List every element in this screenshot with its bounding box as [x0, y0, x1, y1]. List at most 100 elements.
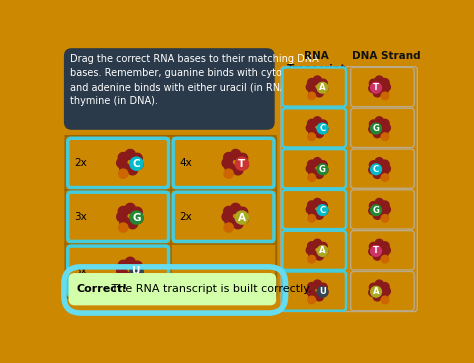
Circle shape [309, 250, 317, 259]
Circle shape [380, 250, 388, 259]
Circle shape [306, 246, 315, 254]
Circle shape [380, 169, 388, 177]
Circle shape [369, 288, 377, 297]
Text: G: G [319, 165, 326, 174]
Circle shape [382, 124, 391, 132]
Text: 2x: 2x [74, 158, 87, 168]
Circle shape [118, 223, 128, 232]
Circle shape [319, 207, 328, 215]
Circle shape [369, 161, 378, 169]
Circle shape [369, 201, 378, 210]
Circle shape [224, 169, 233, 178]
Circle shape [308, 282, 316, 291]
Text: Correct!: Correct! [76, 284, 128, 294]
Circle shape [309, 291, 317, 299]
Circle shape [309, 128, 317, 136]
Text: U: U [319, 287, 326, 296]
Circle shape [315, 211, 323, 219]
Circle shape [382, 246, 391, 254]
Circle shape [373, 293, 382, 301]
Circle shape [308, 255, 316, 263]
Circle shape [369, 242, 378, 250]
Circle shape [369, 283, 378, 291]
Circle shape [373, 130, 382, 138]
FancyBboxPatch shape [283, 149, 346, 188]
Circle shape [117, 212, 127, 222]
FancyBboxPatch shape [64, 48, 275, 130]
FancyBboxPatch shape [173, 192, 274, 241]
Circle shape [235, 211, 248, 224]
Circle shape [381, 242, 389, 250]
Circle shape [308, 119, 316, 127]
Circle shape [381, 201, 389, 209]
Circle shape [371, 245, 382, 256]
Text: T: T [238, 159, 246, 169]
Text: G: G [373, 205, 380, 215]
Circle shape [319, 283, 327, 291]
FancyBboxPatch shape [283, 108, 346, 147]
Circle shape [118, 207, 128, 216]
Text: 2x: 2x [179, 212, 192, 222]
Circle shape [317, 205, 328, 216]
Circle shape [371, 286, 382, 297]
Circle shape [132, 207, 142, 217]
Circle shape [371, 205, 382, 216]
FancyBboxPatch shape [351, 68, 414, 107]
Circle shape [373, 252, 382, 260]
Circle shape [117, 158, 127, 168]
Circle shape [128, 273, 137, 283]
Circle shape [375, 158, 383, 166]
Circle shape [319, 79, 327, 87]
Circle shape [319, 201, 327, 210]
Circle shape [381, 133, 389, 140]
Text: T: T [373, 83, 379, 92]
Circle shape [373, 170, 382, 179]
Circle shape [313, 158, 321, 166]
Circle shape [381, 215, 389, 222]
Circle shape [315, 252, 323, 260]
FancyBboxPatch shape [283, 190, 346, 229]
Circle shape [125, 203, 135, 213]
Circle shape [319, 288, 328, 297]
Circle shape [231, 150, 241, 159]
Circle shape [380, 128, 388, 136]
Circle shape [309, 87, 317, 95]
Circle shape [238, 213, 248, 223]
Circle shape [118, 152, 128, 163]
Circle shape [381, 255, 389, 263]
Circle shape [133, 159, 143, 170]
Circle shape [371, 164, 382, 175]
Circle shape [308, 296, 316, 304]
FancyBboxPatch shape [173, 138, 274, 188]
Text: C: C [133, 159, 140, 169]
Circle shape [130, 211, 143, 224]
Text: G: G [132, 213, 141, 223]
Circle shape [120, 163, 130, 173]
Text: C: C [319, 205, 326, 215]
Circle shape [381, 296, 389, 304]
Circle shape [120, 271, 130, 281]
Circle shape [222, 212, 232, 222]
Circle shape [375, 199, 383, 207]
Circle shape [381, 160, 389, 168]
Circle shape [118, 277, 128, 286]
FancyBboxPatch shape [351, 231, 414, 270]
Circle shape [317, 82, 328, 93]
Circle shape [132, 153, 142, 163]
Text: Drag the correct RNA bases to their matching DNA
bases. Remember, guanine binds : Drag the correct RNA bases to their matc… [70, 54, 319, 106]
Circle shape [381, 119, 389, 127]
Circle shape [308, 215, 316, 222]
Circle shape [375, 76, 383, 84]
Text: A: A [319, 83, 326, 92]
Circle shape [381, 78, 389, 87]
Circle shape [369, 166, 377, 174]
Circle shape [222, 158, 232, 168]
Circle shape [225, 163, 235, 173]
Circle shape [306, 287, 315, 295]
Circle shape [317, 123, 328, 134]
Circle shape [308, 174, 316, 181]
Circle shape [375, 280, 383, 288]
Circle shape [309, 169, 317, 177]
Text: The RNA transcript is built correctly.: The RNA transcript is built correctly. [108, 284, 312, 294]
Circle shape [130, 157, 143, 170]
